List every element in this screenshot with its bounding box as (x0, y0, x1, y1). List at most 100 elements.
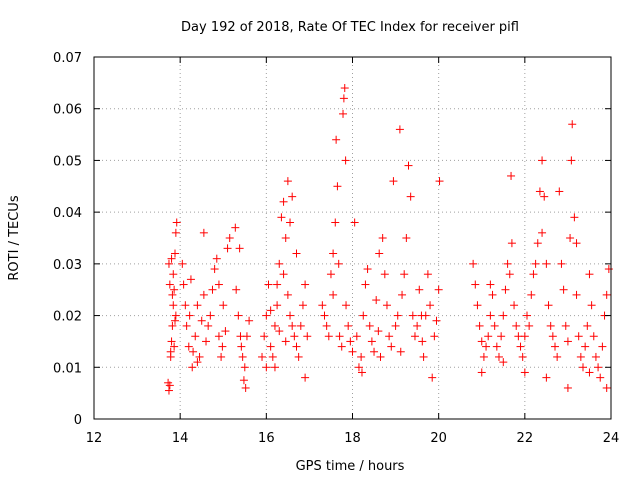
data-point (283, 177, 292, 186)
data-point (270, 321, 279, 330)
grid-lines (94, 57, 611, 419)
data-point (341, 156, 350, 165)
data-point (398, 290, 407, 299)
data-point (218, 342, 227, 351)
data-point (516, 342, 525, 351)
data-point (430, 332, 439, 341)
data-point (348, 347, 357, 356)
data-point (418, 337, 427, 346)
data-point (184, 342, 193, 351)
data-point (245, 316, 254, 325)
data-point (322, 321, 331, 330)
data-point (594, 363, 603, 372)
data-point (363, 265, 372, 274)
data-point (555, 187, 564, 196)
data-point (520, 332, 529, 341)
data-point (365, 321, 374, 330)
data-point (191, 332, 200, 341)
data-point (197, 316, 206, 325)
data-point (346, 337, 355, 346)
data-point (494, 352, 503, 361)
data-point (275, 259, 284, 268)
data-point (199, 228, 208, 237)
data-point (538, 156, 547, 165)
data-point (404, 161, 413, 170)
data-point (482, 342, 491, 351)
data-point (396, 347, 405, 356)
data-point (563, 337, 572, 346)
data-point (331, 218, 340, 227)
x-tick-label: 24 (603, 431, 620, 446)
data-point (212, 254, 221, 263)
data-point (423, 270, 432, 279)
x-tick-label: 16 (258, 431, 275, 446)
data-point (598, 342, 607, 351)
data-point (277, 213, 286, 222)
data-point (335, 332, 344, 341)
data-point (473, 301, 482, 310)
data-point (529, 270, 538, 279)
data-point (469, 259, 478, 268)
data-point (354, 363, 363, 372)
data-point (395, 125, 404, 134)
data-point (234, 311, 243, 320)
data-point (292, 342, 301, 351)
data-point (352, 332, 361, 341)
data-point (557, 259, 566, 268)
data-point (572, 290, 581, 299)
y-tick-label: 0.02 (53, 310, 82, 325)
data-point (426, 301, 435, 310)
data-point (548, 332, 557, 341)
data-point (169, 270, 178, 279)
data-point (570, 213, 579, 222)
data-point (505, 270, 514, 279)
data-point (270, 363, 279, 372)
data-point (181, 301, 190, 310)
data-point (375, 249, 384, 258)
data-point (391, 321, 400, 330)
data-point (225, 234, 234, 242)
data-point (171, 228, 180, 237)
data-point (367, 337, 376, 346)
data-point (344, 321, 353, 330)
data-point (326, 270, 335, 279)
x-axis-label: GPS time / hours (296, 459, 405, 474)
data-point (435, 177, 444, 186)
data-point (357, 368, 366, 377)
data-point (576, 352, 585, 361)
data-point (563, 383, 572, 392)
data-point (402, 234, 411, 242)
data-point (169, 301, 178, 310)
data-point (168, 321, 177, 330)
chart-title: Day 192 of 2018, Rate Of TEC Index for r… (181, 20, 519, 35)
data-point (389, 177, 398, 186)
data-point (583, 321, 592, 330)
data-point (434, 285, 443, 294)
data-point (587, 301, 596, 310)
data-point (546, 321, 555, 330)
data-point (217, 352, 226, 361)
data-point (596, 373, 605, 382)
data-point (510, 301, 519, 310)
data-point (413, 321, 422, 330)
data-point (170, 316, 179, 325)
data-point (214, 332, 223, 341)
data-point (477, 337, 486, 346)
data-point (507, 171, 516, 180)
data-point (492, 342, 501, 351)
data-point (168, 290, 177, 299)
data-point (237, 342, 246, 351)
data-point (372, 296, 381, 305)
data-point (172, 218, 181, 227)
data-point (167, 337, 176, 346)
data-point (170, 249, 179, 258)
data-points (164, 84, 613, 395)
data-point (342, 301, 351, 310)
data-point (266, 342, 275, 351)
data-point (193, 301, 202, 310)
data-point (339, 94, 348, 103)
data-point (170, 285, 179, 294)
data-point (235, 244, 244, 253)
data-point (334, 259, 343, 268)
